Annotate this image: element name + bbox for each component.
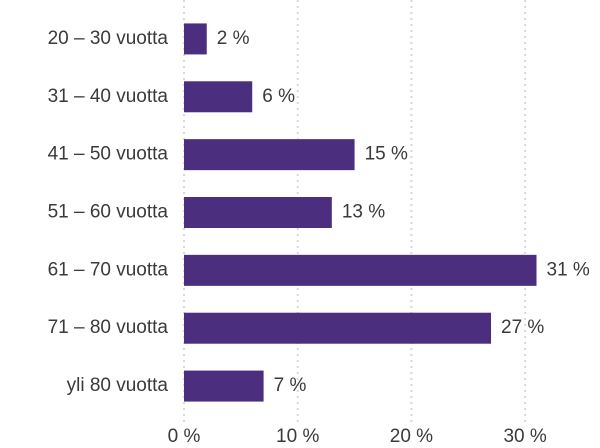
value-label: 31 %	[547, 259, 590, 280]
y-tick-label: 20 – 30 vuotta	[48, 28, 169, 49]
value-label: 13 %	[342, 202, 385, 223]
x-tick-label: 10 %	[276, 426, 319, 447]
bar	[184, 197, 332, 228]
y-tick-label: 71 – 80 vuotta	[48, 317, 169, 338]
y-tick-label: yli 80 vuotta	[67, 375, 169, 396]
value-label: 15 %	[365, 144, 408, 165]
value-label: 2 %	[217, 28, 250, 49]
bar	[184, 23, 207, 55]
y-tick-label: 51 – 60 vuotta	[48, 202, 169, 223]
value-label: 27 %	[501, 317, 544, 338]
y-tick-label: 41 – 50 vuotta	[48, 144, 169, 165]
bar	[184, 139, 355, 171]
y-tick-label: 61 – 70 vuotta	[48, 259, 169, 280]
value-label: 6 %	[262, 86, 295, 107]
x-tick-label: 0 %	[168, 426, 201, 447]
bar	[184, 81, 253, 113]
bar	[184, 312, 492, 344]
value-label: 7 %	[274, 375, 307, 396]
y-tick-label: 31 – 40 vuotta	[48, 86, 169, 107]
x-tick-label: 20 %	[390, 426, 433, 447]
bar	[184, 370, 264, 402]
x-tick-label: 30 %	[503, 426, 546, 447]
bar	[184, 254, 537, 286]
